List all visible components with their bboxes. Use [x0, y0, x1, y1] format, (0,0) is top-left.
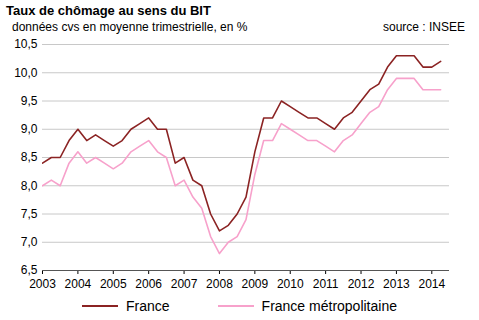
svg-text:10,5: 10,5: [14, 37, 38, 51]
svg-text:9,5: 9,5: [21, 94, 38, 108]
svg-text:10,0: 10,0: [14, 66, 38, 80]
svg-text:2006: 2006: [135, 277, 162, 291]
svg-text:7,0: 7,0: [21, 235, 38, 249]
svg-text:8,0: 8,0: [21, 179, 38, 193]
svg-text:2014: 2014: [418, 277, 445, 291]
html-text:France métropolitaine: France métropolitaine: [261, 298, 397, 314]
svg-text:7,5: 7,5: [21, 207, 38, 221]
html-text:Taux de chômage au sens du BIT: Taux de chômage au sens du BIT: [6, 3, 211, 18]
svg-text:2010: 2010: [277, 277, 304, 291]
svg-text:6,5: 6,5: [21, 263, 38, 277]
svg-text:2009: 2009: [241, 277, 268, 291]
svg-text:8,5: 8,5: [21, 150, 38, 164]
svg-text:2012: 2012: [348, 277, 375, 291]
svg-text:2011: 2011: [313, 277, 339, 291]
svg-text:2013: 2013: [383, 277, 410, 291]
svg-text:9,0: 9,0: [21, 122, 38, 136]
svg-text:2004: 2004: [65, 277, 92, 291]
svg-text:2003: 2003: [29, 277, 56, 291]
html-text:France: France: [126, 298, 170, 314]
svg-text:2008: 2008: [206, 277, 233, 291]
svg-text:2005: 2005: [100, 277, 127, 291]
html-text:source : INSEE: source : INSEE: [383, 20, 465, 34]
html-text:données cvs en moyenne trimest: données cvs en moyenne trimestrielle, en…: [12, 20, 248, 34]
svg-text:2007: 2007: [171, 277, 198, 291]
